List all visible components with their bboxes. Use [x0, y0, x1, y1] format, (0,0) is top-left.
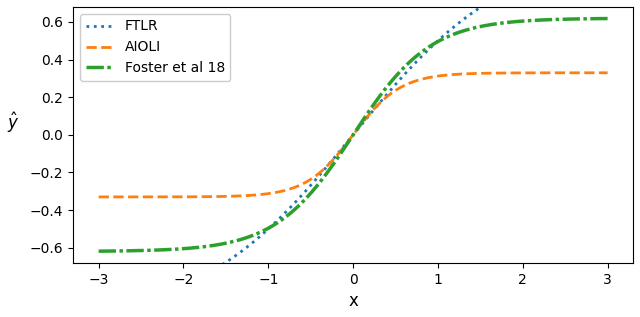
Foster et al 18 [226, 241, 234, 244]
Legend: FTLR, AIOLI, Foster et al 18: FTLR, AIOLI, Foster et al 18 [80, 14, 230, 81]
FTLR [226, 258, 234, 262]
Line: FTLR: FTLR [99, 0, 607, 310]
FTLR [185, 281, 193, 285]
Foster et al 18 [185, 246, 193, 250]
Foster et al 18 [435, 39, 442, 43]
Foster et al 18 [325, 168, 333, 172]
X-axis label: x: x [348, 292, 358, 310]
AIOLI [478, 71, 486, 75]
Foster et al 18 [604, 17, 611, 21]
AIOLI [95, 195, 102, 199]
AIOLI [226, 194, 234, 198]
Foster et al 18 [478, 24, 486, 28]
FTLR [325, 162, 333, 166]
Foster et al 18 [395, 71, 403, 75]
FTLR [435, 38, 442, 42]
Y-axis label: $\hat{y}$: $\hat{y}$ [7, 110, 19, 135]
Line: Foster et al 18: Foster et al 18 [99, 19, 607, 251]
Foster et al 18 [95, 249, 102, 253]
AIOLI [435, 74, 442, 78]
AIOLI [395, 87, 403, 90]
AIOLI [325, 162, 333, 166]
FTLR [395, 79, 403, 83]
Line: AIOLI: AIOLI [99, 73, 607, 197]
AIOLI [185, 195, 193, 199]
FTLR [95, 308, 102, 312]
FTLR [478, 4, 486, 8]
AIOLI [604, 71, 611, 75]
